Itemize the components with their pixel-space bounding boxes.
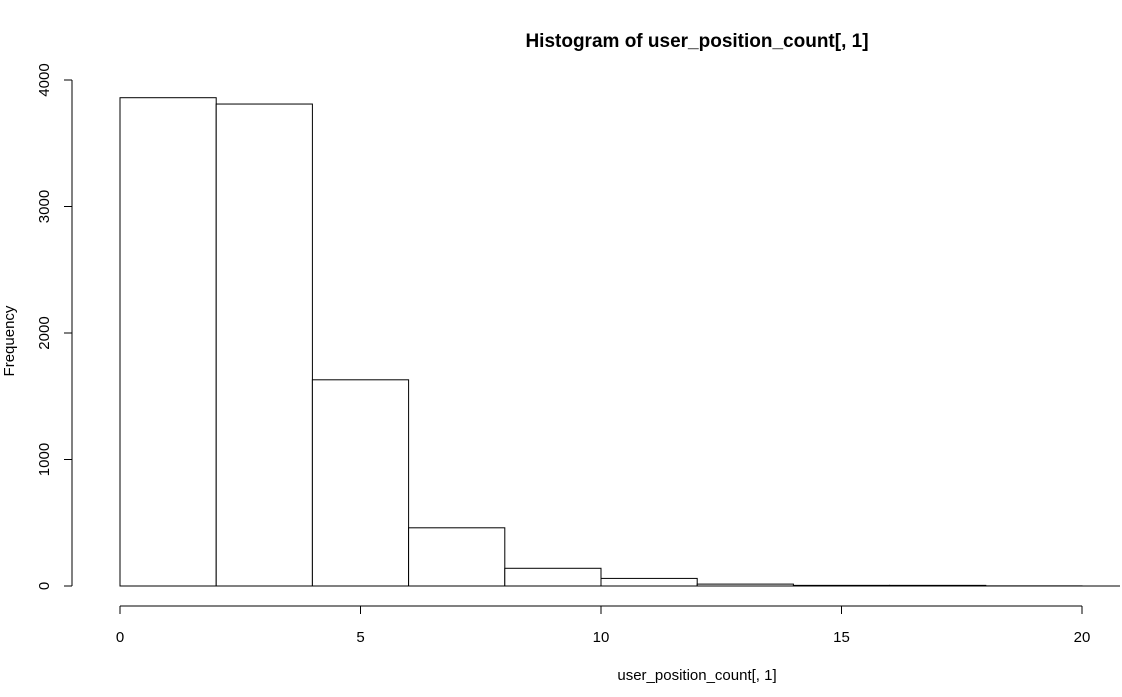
y-tick-label-1: 1000 [36,443,53,476]
x-axis: 0 5 10 15 20 [116,605,1091,646]
x-axis-label: user_position_count[, 1] [617,667,776,684]
y-tick-label-4: 4000 [36,63,53,96]
y-tick-label-2: 2000 [36,316,53,349]
y-tick-label-3: 3000 [36,190,53,223]
histogram-bar-3 [408,527,506,587]
x-tick-label-4: 20 [1074,629,1091,646]
histogram-bar-4 [504,567,602,587]
x-tick-label-1: 5 [356,629,364,646]
x-tick-label-2: 10 [593,629,610,646]
histogram-bar-1 [215,103,313,587]
histogram-bar-5 [600,577,698,587]
chart-title: Histogram of user_position_count[, 1] [525,31,868,52]
histogram-bars [119,97,1120,587]
x-tick-label-3: 15 [833,629,850,646]
y-axis-label: Frequency [1,305,18,376]
y-tick-label-0: 0 [36,582,53,590]
x-tick-label-0: 0 [116,629,124,646]
y-axis: 0 1000 2000 3000 4000 [36,63,73,590]
histogram-bar-2 [311,379,410,587]
histogram-bar-0 [119,97,217,587]
